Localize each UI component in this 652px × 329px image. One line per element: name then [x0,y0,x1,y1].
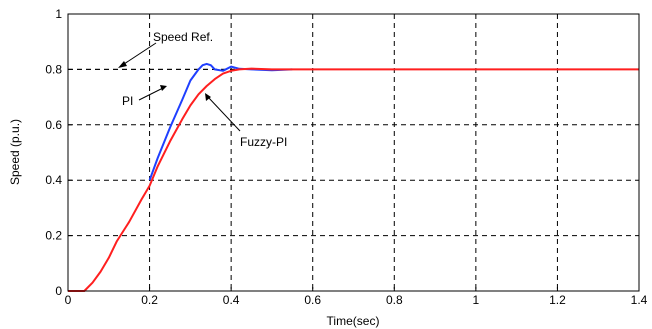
y-tick-label: 0.6 [45,118,62,132]
x-tick-label: 0.6 [304,293,321,307]
x-tick-label: 0.2 [141,293,158,307]
x-tick-label: 1 [473,293,480,307]
x-tick-label: 0.8 [386,293,403,307]
annotation-speed-ref-label: Speed Ref. [153,30,213,44]
x-tick-label: 0.4 [223,293,240,307]
x-tick-label: 0 [65,293,72,307]
x-axis-label: Time(sec) [327,314,380,328]
annotation-fuzzy-pi-label: Fuzzy-PI [240,135,287,149]
y-tick-label: 0 [55,284,62,298]
y-tick-label: 0.4 [45,173,62,187]
y-axis-label: Speed (p.u.) [8,119,22,185]
y-tick-label: 1 [55,7,62,21]
plot-background [68,14,639,291]
y-tick-label: 0.8 [45,62,62,76]
annotation-pi-label: PI [122,94,133,108]
x-tick-label: 1.2 [549,293,566,307]
y-tick-label: 0.2 [45,229,62,243]
x-tick-label: 1.4 [631,293,648,307]
